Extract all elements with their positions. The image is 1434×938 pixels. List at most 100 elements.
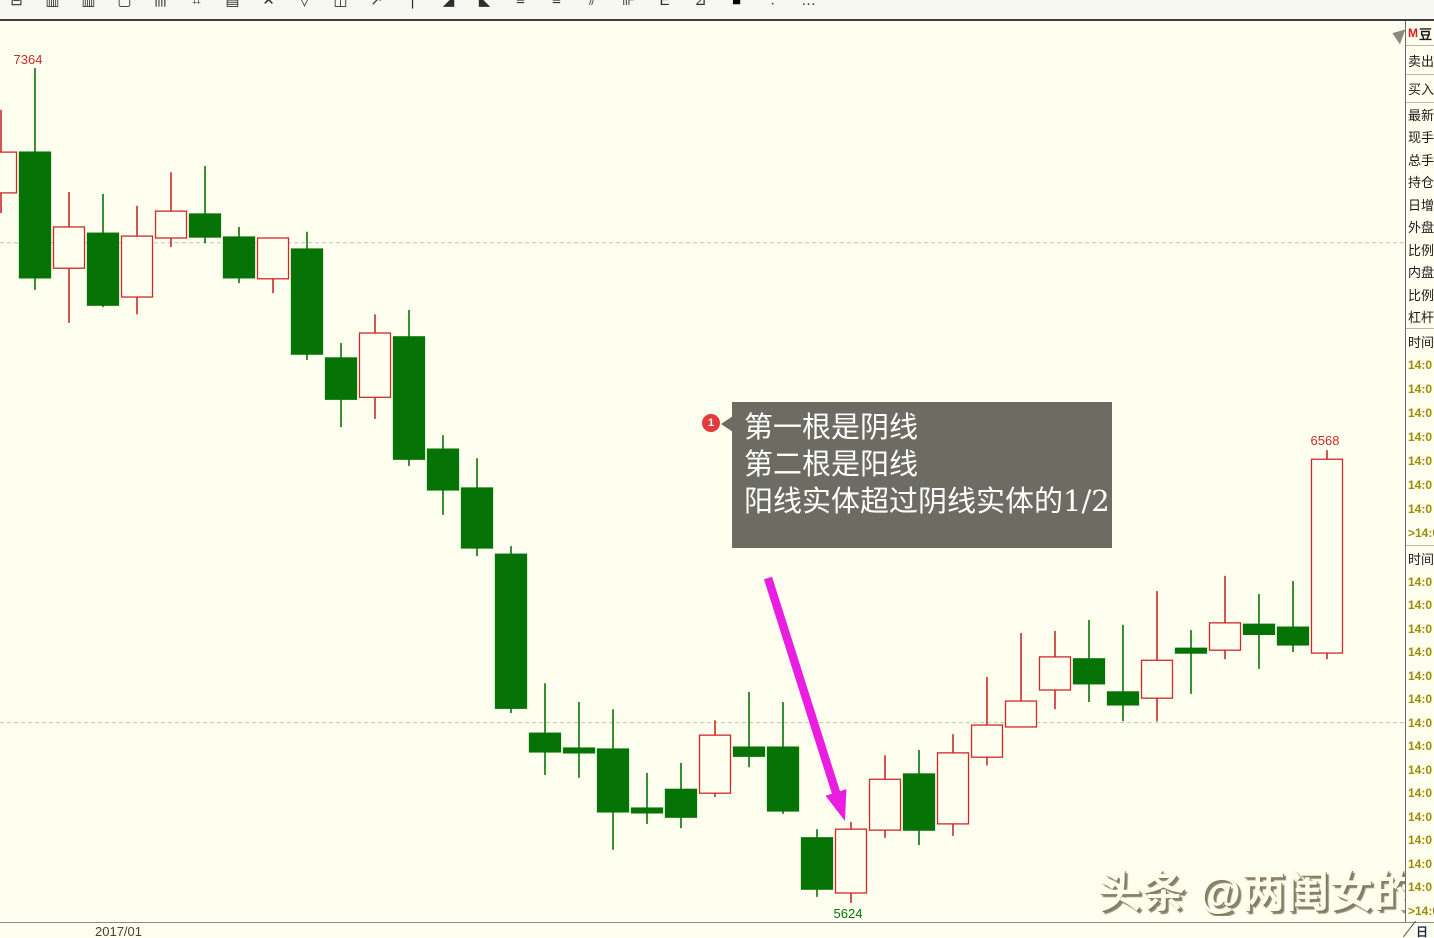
time-row: 14:0 xyxy=(1408,645,1433,660)
candlestick xyxy=(426,448,460,491)
candlestick xyxy=(1242,623,1276,636)
candlestick xyxy=(1038,656,1072,691)
sidebar-field: 总手 xyxy=(1408,152,1434,168)
candlestick xyxy=(18,151,52,279)
kline-period-icon[interactable]: 卌 xyxy=(152,0,168,9)
sidebar-field: 现手 xyxy=(1408,130,1434,146)
time-row: 14:0 xyxy=(1408,430,1433,444)
grid-icon[interactable]: ⌗ xyxy=(192,0,201,9)
candlestick xyxy=(1208,622,1242,651)
split-view-icon[interactable]: ◫ xyxy=(333,0,348,9)
period-tab[interactable]: 日 xyxy=(1415,925,1428,938)
time-header: 时间 xyxy=(1406,328,1434,353)
tooltip-notch-icon xyxy=(721,416,733,432)
time-row: 14:0 xyxy=(1408,715,1433,730)
candlestick xyxy=(698,734,732,794)
wedge-icon[interactable]: ⊿ xyxy=(694,0,707,9)
columns-icon[interactable]: ▥ xyxy=(45,0,60,9)
tooltip-line: 第一根是阴线 xyxy=(744,410,919,444)
triangle-tool-icon[interactable]: ◢ xyxy=(442,0,455,9)
tooltip-line: 阳线实体超过阴线实体的1/2 xyxy=(744,484,1110,518)
sidebar-field: 比例 xyxy=(1408,242,1434,258)
frame-icon[interactable]: ▢ xyxy=(117,0,132,9)
candlestick xyxy=(120,235,154,298)
candlestick xyxy=(1004,700,1038,728)
angle-tool-icon[interactable]: ◣ xyxy=(478,0,491,9)
time-row: 14:0 xyxy=(1408,880,1433,895)
candlestick xyxy=(528,732,562,753)
sidebar-field-buy[interactable]: 买入 xyxy=(1406,75,1434,103)
trend-line-icon[interactable]: ↗ xyxy=(370,0,383,9)
close-icon[interactable]: ✕ xyxy=(262,0,275,9)
hline-icon[interactable]: ≡ xyxy=(516,0,525,9)
price-label: 5624 xyxy=(833,906,863,921)
time-row: 14:0 xyxy=(1408,454,1433,468)
tab-diagonal-icon xyxy=(1402,920,1417,938)
marker-m-icon: M xyxy=(1408,26,1418,40)
ellipsis-icon[interactable]: … xyxy=(801,0,816,9)
time-header: 时间 xyxy=(1406,545,1434,570)
candlestick xyxy=(868,778,902,831)
dropdown-icon[interactable]: ▽ xyxy=(298,0,311,9)
callout-arrow-head xyxy=(825,789,847,821)
tooltip-line: 第二根是阳线 xyxy=(744,447,919,481)
sidebar-field: 最新 xyxy=(1408,107,1434,123)
status-bar: 2017/01 日 xyxy=(0,920,1434,938)
multi-line-icon[interactable]: ⊪ xyxy=(621,0,636,9)
callout-arrow-shaft xyxy=(763,576,842,798)
sidebar-field: 内盘 xyxy=(1408,265,1434,281)
sidebar-field: 外盘 xyxy=(1408,220,1434,236)
solid-box-icon[interactable]: ■ xyxy=(731,0,742,9)
candlestick xyxy=(766,746,800,812)
annotation-badge: 1 xyxy=(702,414,720,432)
watermark: 头条 @两闺女的爹 xyxy=(1098,869,1405,916)
bars-icon[interactable]: ▥ xyxy=(81,0,96,9)
price-label: 7364 xyxy=(13,52,43,67)
candlestick xyxy=(1106,691,1140,706)
time-row: 14:0 xyxy=(1408,382,1433,396)
candlestick xyxy=(290,248,324,355)
time-row: 14:0 xyxy=(1408,598,1433,613)
time-row: 14:0 xyxy=(1408,574,1433,589)
candlestick xyxy=(358,332,392,398)
candlestick xyxy=(834,828,868,894)
candlestick xyxy=(86,232,120,306)
candlestick xyxy=(970,724,1004,758)
candlestick xyxy=(562,747,596,754)
time-row: 14:0 xyxy=(1408,668,1433,683)
candlestick xyxy=(188,213,222,238)
divider-icon[interactable]: ❘ xyxy=(406,0,419,9)
time-row: 14:0 xyxy=(1408,358,1433,372)
parallel-lines-icon[interactable]: ⫽ xyxy=(589,0,596,9)
candlestick xyxy=(0,151,18,194)
time-row: 14:0 xyxy=(1408,502,1433,516)
hline2-icon[interactable]: ≡ xyxy=(552,0,561,9)
sidebar-field-sell[interactable]: 卖出 xyxy=(1406,46,1434,75)
time-row: 14:0 xyxy=(1408,762,1433,777)
edit-text-icon[interactable]: E xyxy=(659,0,670,9)
rows-icon[interactable]: ▤ xyxy=(225,0,240,9)
time-row: 14:0 xyxy=(1408,833,1433,848)
symbol-name: 豆 xyxy=(1419,26,1433,42)
window-grid-icon[interactable]: ⊟ xyxy=(10,0,23,9)
candlestick xyxy=(732,746,766,757)
candlestick xyxy=(1310,458,1344,654)
candlestick xyxy=(1276,626,1310,646)
candlestick xyxy=(52,226,86,269)
sidebar-field: 杠杆 xyxy=(1408,310,1434,326)
candlestick xyxy=(256,237,290,280)
candlestick xyxy=(1072,658,1106,685)
candlestick xyxy=(664,788,698,818)
time-row: 14:0 xyxy=(1408,692,1433,707)
list-icon[interactable]: ⫶ xyxy=(770,0,775,9)
candlestick xyxy=(800,837,834,890)
time-row: 14:0 xyxy=(1408,478,1433,492)
price-label: 6568 xyxy=(1310,433,1340,448)
toolbar: ⊟ ▥ ▥ ▢ 卌 ⌗ ▤ ✕ ▽ ◫ ↗ ❘ ◢ ◣ ≡ ≡ ⫽ ⊪ E ⊿ ■ ⫶ … xyxy=(0,0,1434,21)
pattern-tooltip: 1 第一根是阴线 第二根是阳线 阳线实体超过阴线实体的1/2 xyxy=(702,402,1112,548)
candlestick xyxy=(154,210,188,239)
candlestick xyxy=(902,773,936,831)
time-row: >14:0 xyxy=(1408,526,1434,540)
